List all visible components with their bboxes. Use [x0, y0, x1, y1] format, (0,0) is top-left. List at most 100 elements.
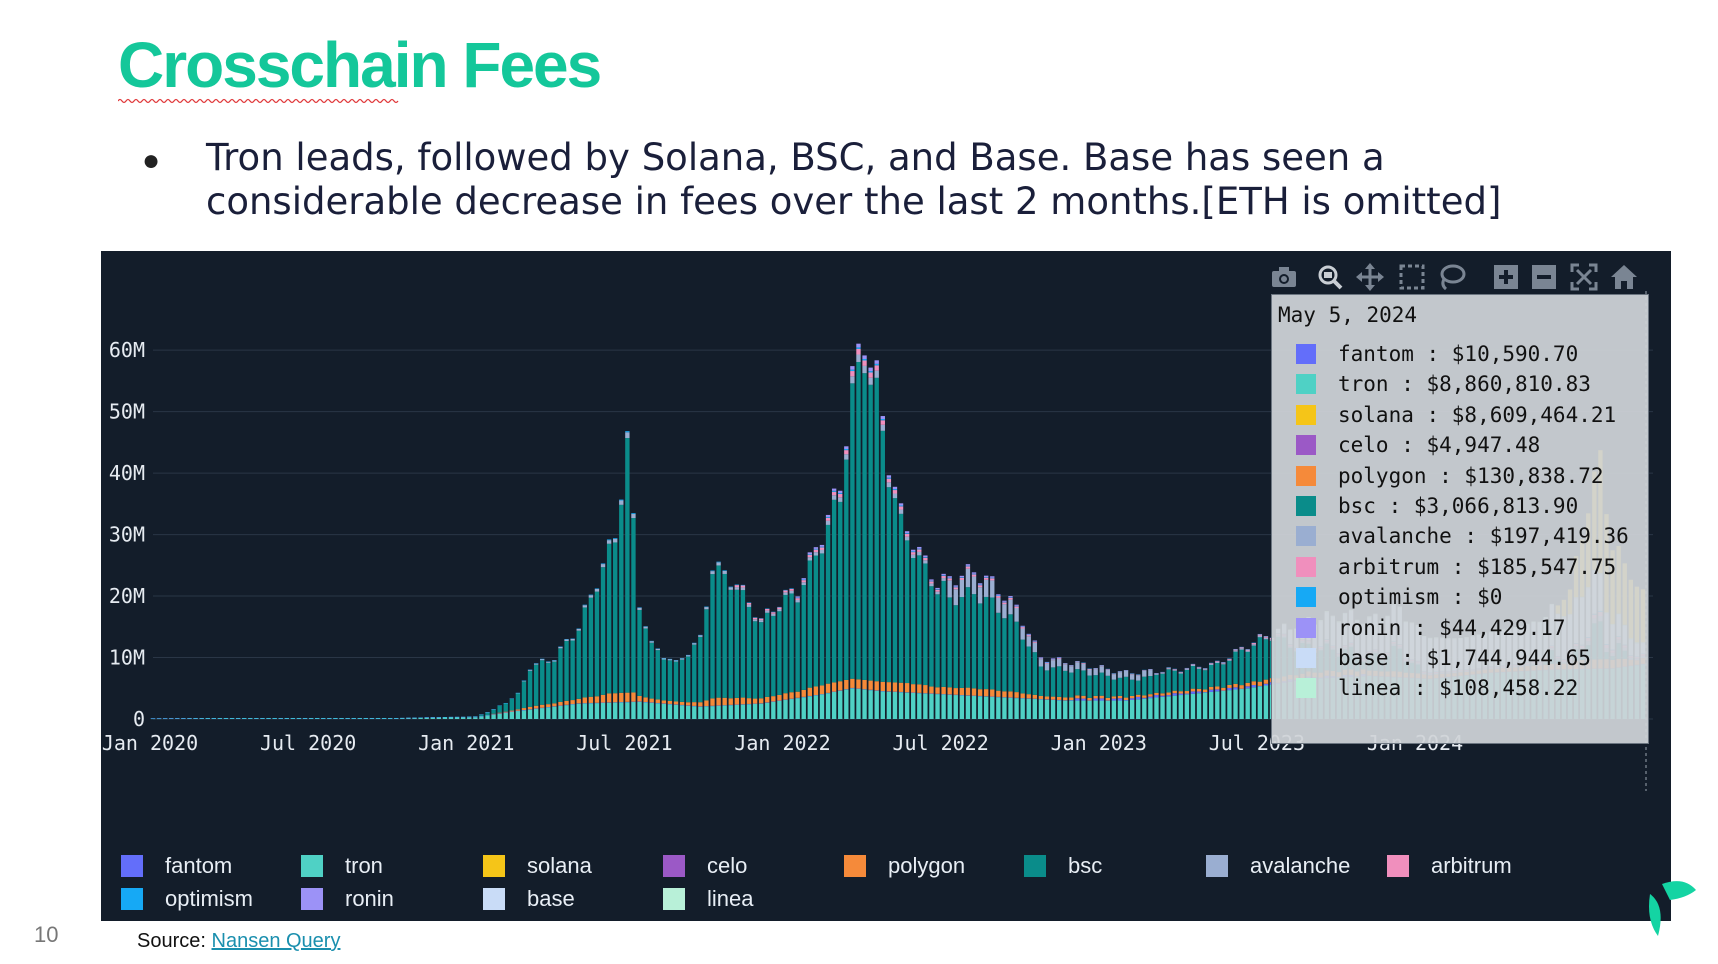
bar-segment-polygon: [679, 701, 685, 705]
bar-segment-arbitrum: [1154, 673, 1159, 674]
bar-segment-avalanche: [734, 587, 740, 590]
bar-segment-bsc: [1038, 666, 1044, 696]
bar-segment-arbitrum: [740, 585, 746, 588]
bar-segment-bsc: [643, 628, 648, 698]
legend-item-bsc[interactable]: bsc: [1024, 851, 1102, 881]
bar-segment-arbitrum: [825, 517, 831, 521]
y-tick-label: 30M: [109, 523, 145, 547]
bar-segment-arbitrum: [886, 478, 892, 483]
y-tick-label: 40M: [109, 461, 145, 485]
legend-swatch: [483, 888, 505, 910]
legend-item-polygon[interactable]: polygon: [844, 851, 965, 881]
bar-segment-fantom: [1160, 695, 1165, 697]
bar-segment-avalanche: [929, 583, 934, 587]
bar-segment-tron: [1081, 700, 1086, 719]
bar-segment-arbitrum: [1050, 659, 1056, 661]
legend-swatch: [1024, 855, 1046, 877]
hover-label: polygon : $130,838.72: [1338, 463, 1604, 488]
bar-segment-tron: [1014, 698, 1019, 719]
bar-segment-avalanche: [1002, 604, 1007, 619]
chart-panel[interactable]: 0 10M 20M 30M 40M 50M 60M Jan 2020 Jul 2020 Jan 2…: [101, 251, 1671, 921]
bar-segment-ronin: [795, 596, 800, 598]
bar-segment-tron: [795, 698, 800, 719]
bar-segment-polygon: [1063, 697, 1068, 701]
bar-segment-tron: [193, 718, 198, 719]
bar-segment-polygon: [1075, 695, 1080, 699]
source-link[interactable]: Nansen Query: [211, 930, 341, 952]
zoom-icon[interactable]: [1314, 261, 1346, 293]
bar-segment-polygon: [765, 696, 770, 703]
autoscale-icon[interactable]: [1568, 261, 1600, 293]
bar-segment-bsc: [606, 543, 612, 694]
legend-item-celo[interactable]: celo: [663, 851, 747, 881]
bar-segment-optimism: [783, 589, 788, 591]
bar-segment-ronin: [996, 594, 1001, 596]
legend-item-ronin[interactable]: ronin: [301, 884, 394, 914]
bar-segment-arbitrum: [971, 574, 977, 577]
bar-segment-polygon: [1196, 688, 1202, 692]
zoom-out-icon[interactable]: [1528, 261, 1560, 293]
bar-segment-polygon: [874, 681, 879, 691]
legend-item-base[interactable]: base: [483, 884, 575, 914]
bar-segment-arbitrum: [1056, 657, 1062, 659]
bar-segment-bsc: [600, 567, 606, 695]
reset-axes-icon[interactable]: [1608, 261, 1640, 293]
bar-segment-ronin: [904, 531, 910, 534]
bar-segment-polygon: [1221, 687, 1226, 691]
legend-item-solana[interactable]: solana: [483, 851, 592, 881]
bar-segment-avalanche: [886, 482, 892, 488]
bar-segment-bsc: [990, 597, 995, 690]
bar-segment-optimism: [789, 588, 794, 589]
bar-segment-polygon: [1002, 691, 1007, 698]
bar-segment-tron: [266, 718, 271, 719]
bar-segment-arbitrum: [1251, 642, 1256, 645]
bar-segment-arbitrum: [911, 552, 916, 555]
hover-row: arbitrum : $185,547.75: [1296, 552, 1616, 582]
bar-segment-tron: [1142, 698, 1147, 719]
bar-segment-avalanche: [1123, 670, 1129, 677]
bar-segment-tron: [485, 715, 490, 719]
bar-segment-avalanche: [594, 588, 600, 592]
legend-item-arbitrum[interactable]: arbitrum: [1387, 851, 1512, 881]
legend-item-optimism[interactable]: optimism: [121, 884, 253, 914]
zoom-in-icon[interactable]: [1490, 261, 1522, 293]
bar-segment-polygon: [959, 687, 965, 696]
bar-segment-bsc: [892, 498, 898, 683]
legend-item-avalanche[interactable]: avalanche: [1206, 851, 1350, 881]
bar-segment-optimism: [904, 533, 910, 534]
bar-segment-tron: [813, 695, 819, 719]
bar-segment-polygon: [497, 712, 502, 714]
bar-segment-avalanche: [716, 562, 721, 566]
bar-segment-polygon: [892, 682, 898, 692]
legend-item-linea[interactable]: linea: [663, 884, 753, 914]
bar-segment-optimism: [856, 347, 861, 349]
bar-segment-arbitrum: [1093, 668, 1098, 670]
bar-segment-arbitrum: [1227, 658, 1232, 660]
pan-icon[interactable]: [1354, 261, 1386, 293]
bar-segment-avalanche: [971, 576, 977, 595]
bar-segment-polygon: [844, 679, 849, 690]
legend-item-fantom[interactable]: fantom: [121, 851, 232, 881]
hover-label: fantom : $10,590.70: [1338, 342, 1579, 366]
bar-segment-arbitrum: [965, 566, 971, 569]
bar-segment-tron: [1148, 698, 1153, 719]
bar-segment-optimism: [740, 584, 746, 586]
bar-segment-avalanche: [977, 587, 983, 604]
bar-segment-avalanche: [1215, 661, 1220, 664]
bar-segment-tron: [479, 716, 484, 719]
bar-segment-arbitrum: [850, 371, 855, 377]
bar-segment-arbitrum: [990, 578, 995, 581]
bar-segment-tron: [655, 703, 660, 719]
box-select-icon[interactable]: [1396, 261, 1428, 293]
bar-segment-avalanche: [728, 587, 733, 590]
bar-segment-tron: [935, 694, 940, 719]
bar-segment-arbitrum: [1184, 668, 1190, 669]
lasso-icon[interactable]: [1436, 261, 1468, 293]
bar-segment-ronin: [917, 546, 922, 549]
legend-item-tron[interactable]: tron: [301, 851, 383, 881]
bar-segment-polygon: [1056, 696, 1062, 700]
bar-segment-bsc: [497, 705, 502, 713]
camera-icon[interactable]: [1268, 261, 1300, 293]
hover-swatch: [1296, 648, 1316, 668]
bar-segment-optimism: [722, 570, 727, 572]
